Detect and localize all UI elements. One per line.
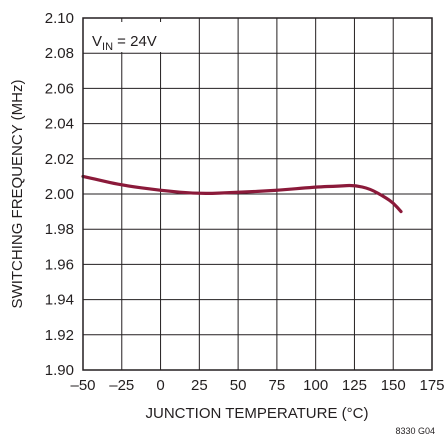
series-line [81,174,403,214]
x-tick-label: 25 [191,377,208,394]
y-tick-label: 2.10 [45,10,74,27]
x-tick-label: 50 [230,377,247,394]
y-tick-label: 1.90 [45,362,74,379]
x-tick-label: 75 [269,377,286,394]
x-tick-label: 100 [303,377,328,394]
y-tick-label: 2.08 [45,45,74,62]
plot-frame [82,17,433,371]
y-tick-label: 2.00 [45,186,74,203]
y-tick-label: 2.06 [45,80,74,97]
x-tick-label: 125 [342,377,367,394]
x-tick-label: 150 [381,377,406,394]
x-tick-label: –50 [70,377,95,394]
y-tick-label: 1.94 [45,292,74,309]
x-tick-label: –25 [109,377,134,394]
series-layer [81,174,403,214]
y-tick-label: 2.02 [45,151,74,168]
figure-code: 8330 G04 [395,426,435,436]
y-tick-label: 1.98 [45,221,74,238]
annotation-vin: VIN = 24V [92,33,157,53]
y-axis-ticks: 1.90 1.92 1.94 1.96 1.98 2.00 2.02 2.04 2.06 2.08… [45,10,74,379]
y-tick-label: 1.96 [45,256,74,273]
x-tick-label: 0 [156,377,164,394]
x-axis-ticks: –50 –25 0 25 50 75 100 125 150 175 [70,377,444,394]
x-axis-label: JUNCTION TEMPERATURE (°C) [146,405,369,422]
y-tick-label: 1.92 [45,327,74,344]
grid [83,18,432,370]
y-tick-label: 2.04 [45,116,74,133]
x-tick-label: 175 [419,377,444,394]
y-axis-label: SWITCHING FREQUENCY (MHz) [9,80,26,309]
annotation-backing [86,22,178,52]
